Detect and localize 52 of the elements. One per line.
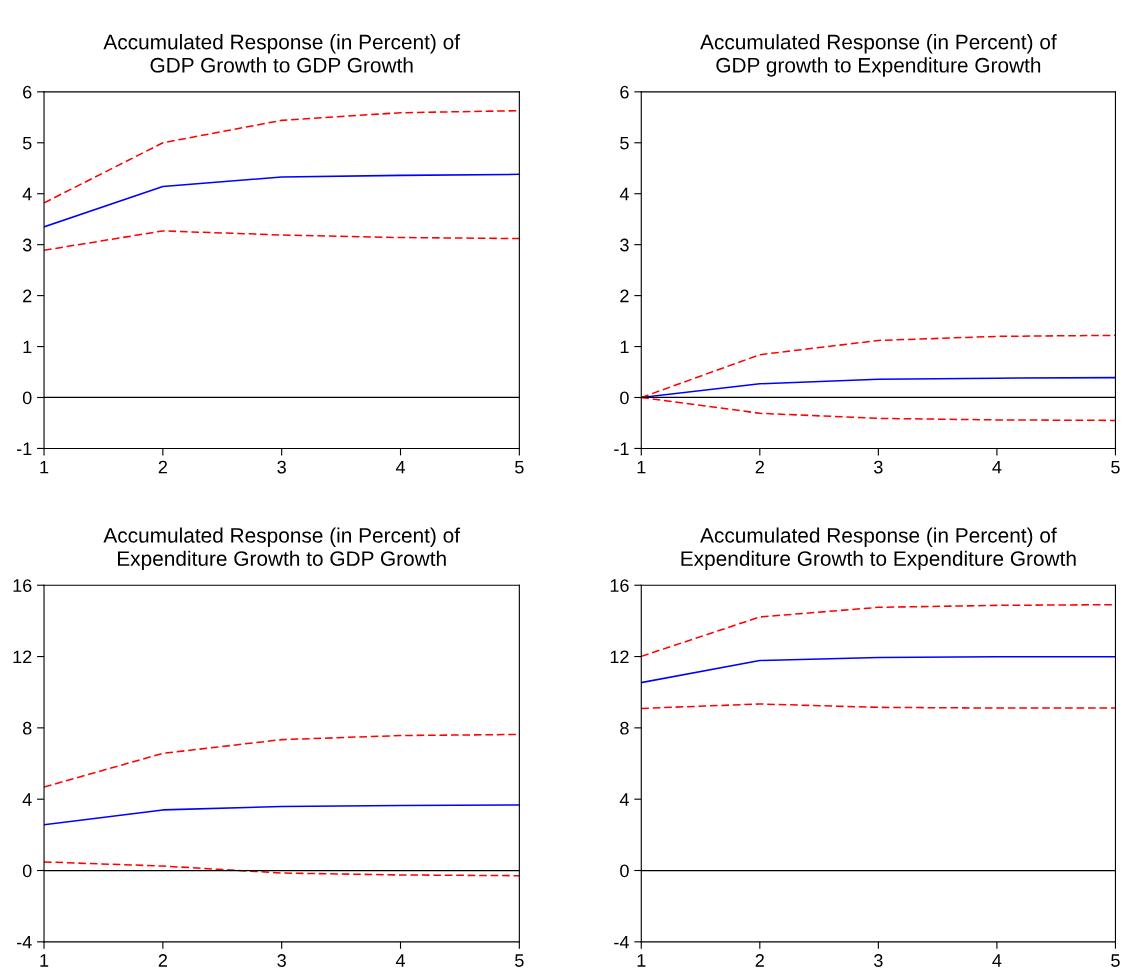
y-tick-label: 0 (620, 864, 629, 878)
y-tick-label: 0 (620, 391, 629, 405)
y-tick-label: -4 (16, 935, 32, 949)
y-tick-label: 12 (13, 650, 32, 664)
x-tick-label: 5 (1111, 460, 1120, 474)
y-tick-label: 4 (22, 187, 32, 201)
x-tick-label: 2 (755, 954, 764, 967)
y-tick-label: 3 (620, 238, 629, 252)
chart-title: Accumulated Response (in Percent) of Expenditure Growth to GDP Growth (103, 527, 461, 571)
x-tick-label: 1 (637, 460, 646, 474)
x-tick-label: 4 (992, 954, 1002, 967)
y-tick-label: 4 (619, 793, 629, 806)
y-tick-label: 2 (23, 289, 32, 303)
y-tick-label: -1 (16, 442, 32, 455)
y-tick-label: 8 (620, 721, 629, 735)
y-tick-label: 4 (22, 793, 32, 806)
y-tick-label: 3 (22, 238, 32, 252)
y-tick-label: 4 (619, 187, 629, 201)
y-tick-label: 6 (620, 85, 629, 99)
x-tick-label: 2 (755, 460, 764, 474)
y-tick-label: 1 (23, 340, 32, 354)
x-tick-label: 2 (158, 460, 167, 474)
y-tick-label: 12 (610, 650, 629, 664)
x-tick-label: 3 (277, 954, 286, 967)
y-tick-label: 16 (13, 579, 32, 592)
x-tick-label: 5 (1111, 954, 1120, 967)
x-tick-label: 1 (40, 954, 49, 967)
x-tick-label: 3 (874, 460, 883, 474)
y-tick-label: 0 (22, 864, 32, 878)
x-tick-label: 5 (515, 954, 524, 967)
y-tick-label: 8 (22, 721, 32, 735)
x-tick-label: 2 (158, 954, 167, 967)
y-tick-label: 5 (620, 136, 629, 150)
x-tick-label: 4 (992, 460, 1002, 474)
chart-title: Accumulated Response (in Percent) of Expenditure Growth to Expenditure Growth (681, 527, 1076, 571)
y-tick-label: 16 (610, 579, 629, 592)
y-tick-label: 0 (22, 391, 32, 405)
y-tick-label: 2 (620, 289, 629, 303)
y-tick-label: -1 (614, 442, 629, 455)
x-tick-label: 4 (395, 954, 406, 967)
y-tick-label: 5 (22, 136, 32, 150)
x-tick-label: 5 (515, 460, 524, 474)
x-tick-label: 4 (395, 460, 406, 474)
chart-title: Accumulated Response (in Percent) of GDP growth to Expenditure Growth (700, 34, 1057, 77)
x-tick-label: 1 (637, 954, 646, 967)
y-tick-label: 1 (620, 340, 629, 354)
y-tick-label: -4 (614, 935, 629, 949)
y-tick-label: 6 (23, 85, 32, 99)
x-tick-label: 3 (874, 954, 883, 967)
x-tick-label: 1 (40, 460, 49, 474)
x-tick-label: 3 (277, 460, 286, 474)
chart-title: Accumulated Response (in Percent) of GDP Growth to GDP Growth (103, 34, 461, 73)
